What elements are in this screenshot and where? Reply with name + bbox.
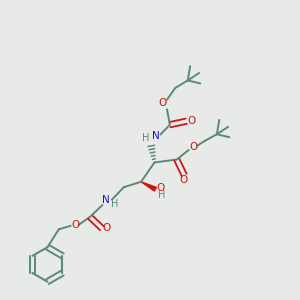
Text: O: O [158,98,166,108]
Text: O: O [157,183,165,193]
Text: O: O [189,142,197,152]
Text: H: H [158,190,166,200]
Text: O: O [102,223,110,232]
Text: N: N [152,131,160,141]
Text: O: O [187,116,195,126]
Text: H: H [142,133,150,143]
Text: N: N [102,195,110,205]
Text: H: H [111,200,118,209]
Polygon shape [141,182,156,191]
Text: O: O [179,175,188,185]
Text: O: O [71,220,79,230]
